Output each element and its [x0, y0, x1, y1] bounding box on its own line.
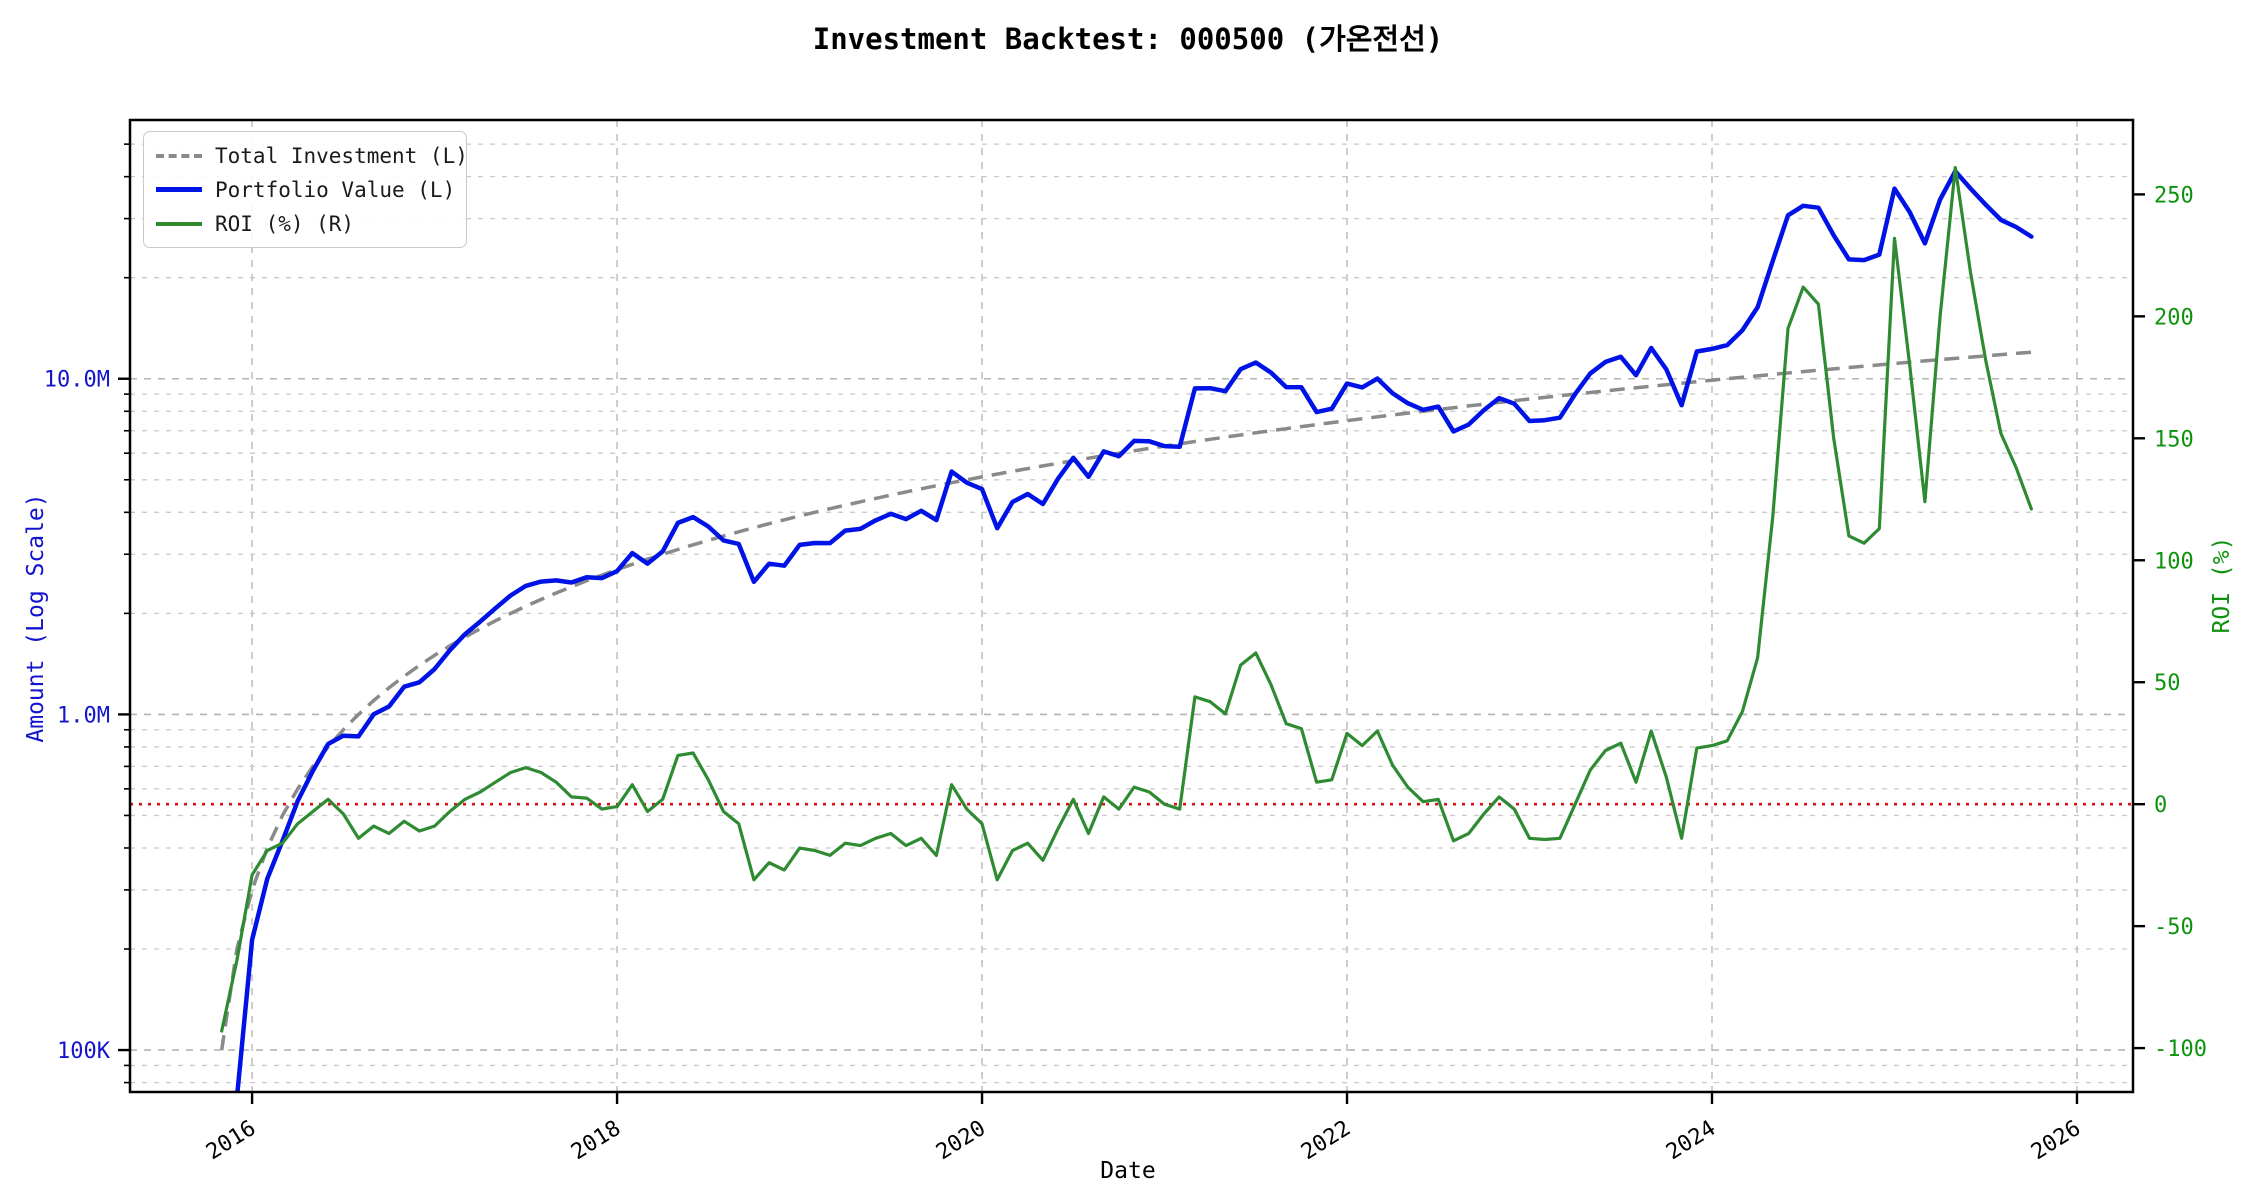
roi-line	[220, 166, 2033, 1033]
x-axis-label: Date	[1100, 1158, 1156, 1184]
left-tick-label: 100K	[57, 1039, 111, 1064]
total-investment-line	[219, 350, 2032, 1051]
roi-line-swatch	[156, 221, 202, 226]
axes-ticks: 100K 1.0M 10.0M -100 -50 0 50 100 150 200 250 2016 2…	[44, 143, 2207, 1165]
legend-label: Total Investment (L)	[215, 143, 468, 168]
right-tick-label: 200	[2154, 305, 2194, 330]
left-tick-label: 1.0M	[57, 703, 110, 728]
left-axis-label: Amount (Log Scale)	[23, 493, 49, 743]
x-tick-label: 2026	[2027, 1116, 2085, 1165]
legend-item-portfolio-value: Portfolio Value (L)	[156, 176, 456, 203]
plot-frame	[128, 118, 2135, 1094]
right-tick-label: -50	[2154, 915, 2194, 940]
portfolio-value-line	[235, 168, 2034, 1092]
right-tick-label: 100	[2154, 549, 2194, 574]
x-tick-label: 2024	[1662, 1116, 1720, 1165]
legend-item-roi: ROI (%) (R)	[156, 210, 452, 237]
chart-legend: Total Investment (L) Portfolio Value (L)…	[143, 131, 468, 248]
right-tick-label: 250	[2154, 183, 2194, 208]
legend-label: Portfolio Value (L)	[215, 177, 456, 202]
right-tick-label: 50	[2154, 671, 2181, 696]
x-tick-label: 2022	[1297, 1116, 1355, 1165]
x-tick-label: 2018	[567, 1116, 625, 1165]
right-axis-label: ROI (%)	[2209, 536, 2235, 634]
grid	[130, 120, 2133, 1092]
right-tick-label: 0	[2154, 793, 2167, 818]
total-investment-line-swatch	[156, 153, 202, 158]
portfolio-value-line-swatch	[156, 187, 202, 192]
right-tick-label: 150	[2154, 427, 2194, 452]
legend-label: ROI (%) (R)	[215, 211, 355, 236]
x-tick-label: 2020	[932, 1116, 990, 1165]
x-tick-label: 2016	[202, 1116, 260, 1165]
left-tick-label: 10.0M	[44, 368, 110, 393]
legend-item-total-investment: Total Investment (L)	[156, 142, 468, 169]
right-tick-label: -100	[2154, 1037, 2207, 1062]
series-layer	[219, 166, 2034, 1092]
chart-title: Investment Backtest: 000500 (가온전선)	[812, 22, 1444, 56]
